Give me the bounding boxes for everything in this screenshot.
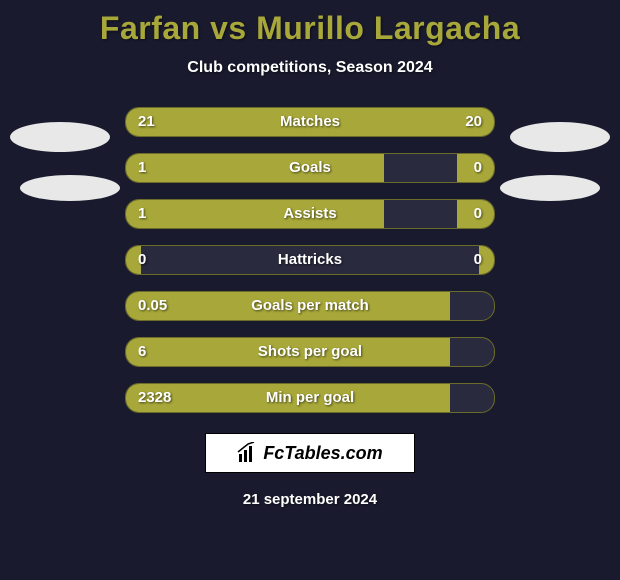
stat-row: 2328Min per goal (125, 383, 495, 413)
player-avatar-right-head (510, 122, 610, 152)
stat-label: Hattricks (126, 246, 494, 274)
player-avatar-left-head (10, 122, 110, 152)
stat-label: Assists (126, 200, 494, 228)
page-title: Farfan vs Murillo Largacha (0, 10, 620, 47)
stat-row: 6Shots per goal (125, 337, 495, 367)
stat-row: 0.05Goals per match (125, 291, 495, 321)
page-subtitle: Club competitions, Season 2024 (0, 59, 620, 77)
comparison-widget: Farfan vs Murillo Largacha Club competit… (0, 0, 620, 580)
stat-row: 10Assists (125, 199, 495, 229)
stat-row: 10Goals (125, 153, 495, 183)
brand-logo[interactable]: FcTables.com (205, 433, 415, 473)
footer-date: 21 september 2024 (0, 491, 620, 508)
stat-label: Goals (126, 154, 494, 182)
stat-label: Goals per match (126, 292, 494, 320)
stat-label: Min per goal (126, 384, 494, 412)
player-avatar-right-body (500, 175, 600, 201)
stat-row: 00Hattricks (125, 245, 495, 275)
stat-label: Shots per goal (126, 338, 494, 366)
brand-text: FcTables.com (263, 443, 382, 464)
stat-label: Matches (126, 108, 494, 136)
player-avatar-left-body (20, 175, 120, 201)
chart-icon (237, 442, 259, 464)
stat-row: 2120Matches (125, 107, 495, 137)
stat-bars-container: 2120Matches 10Goals 10Assists 00Hattricks 0.… (125, 107, 495, 413)
